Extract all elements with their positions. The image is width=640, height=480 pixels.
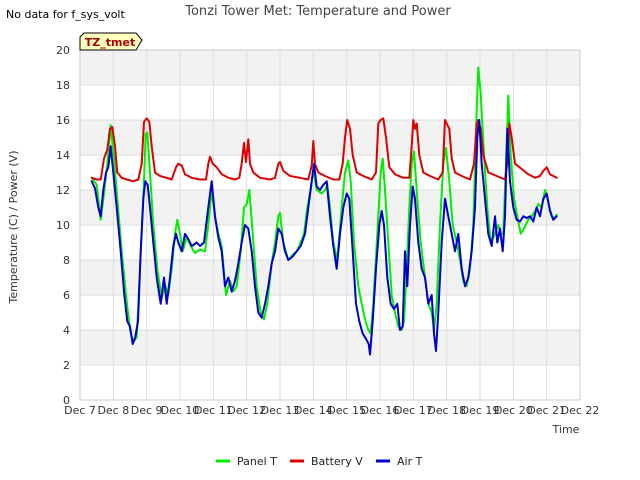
x-tick-label: Dec 18 <box>427 404 466 417</box>
y-tick-label: 20 <box>56 44 70 57</box>
x-tick-label: Dec 8 <box>97 404 129 417</box>
plot-band <box>80 120 580 155</box>
x-tick-label: Dec 10 <box>161 404 200 417</box>
series-layer <box>90 66 558 356</box>
legend-label-panel-t: Panel T <box>237 455 277 468</box>
x-tick-label: Dec 7 <box>64 404 96 417</box>
plot-area-border <box>79 49 581 401</box>
y-axis-ticks: 0 2 4 6 8 10 12 14 16 18 20 <box>56 44 70 407</box>
x-tick-label: Dec 17 <box>394 404 433 417</box>
y-tick-label: 2 <box>63 359 70 372</box>
x-tick-label: Dec 12 <box>227 404 266 417</box>
series-line-battery-v <box>90 117 558 183</box>
chart-title: Tonzi Tower Met: Temperature and Power <box>184 4 451 19</box>
station-badge-label: TZ_tmet <box>85 36 135 49</box>
y-tick-label: 10 <box>56 219 70 232</box>
plot-band <box>80 50 580 85</box>
plot-bands <box>80 50 580 365</box>
y-tick-label: 4 <box>63 324 70 337</box>
legend: Panel T Battery V Air T <box>216 455 423 468</box>
y-tick-label: 14 <box>56 149 70 162</box>
x-tick-label: Dec 14 <box>294 404 333 417</box>
y-tick-label: 16 <box>56 114 70 127</box>
station-badge: TZ_tmet <box>79 32 143 51</box>
plot-band <box>80 330 580 365</box>
x-tick-label: Dec 20 <box>494 404 533 417</box>
y-axis-label: Temperature (C) / Power (V) <box>7 150 20 304</box>
legend-label-air-t: Air T <box>397 455 423 468</box>
x-tick-label: Dec 15 <box>327 404 366 417</box>
x-tick-label: Dec 19 <box>461 404 500 417</box>
y-tick-label: 12 <box>56 184 70 197</box>
series-line-air-t <box>90 119 558 356</box>
y-tick-label: 0 <box>63 394 70 407</box>
x-tick-label: Dec 9 <box>131 404 163 417</box>
y-tick-label: 8 <box>63 254 70 267</box>
x-axis-label: Time <box>552 423 580 436</box>
x-tick-label: Dec 16 <box>361 404 400 417</box>
station-badge-box <box>79 32 143 51</box>
x-tick-label: Dec 22 <box>561 404 600 417</box>
y-tick-label: 6 <box>63 289 70 302</box>
legend-label-battery-v: Battery V <box>311 455 363 468</box>
x-tick-label: Dec 13 <box>261 404 300 417</box>
y-tick-label: 18 <box>56 79 70 92</box>
x-tick-label: Dec 21 <box>527 404 566 417</box>
x-tick-label: Dec 11 <box>194 404 233 417</box>
no-data-note: No data for f_sys_volt <box>6 8 125 21</box>
